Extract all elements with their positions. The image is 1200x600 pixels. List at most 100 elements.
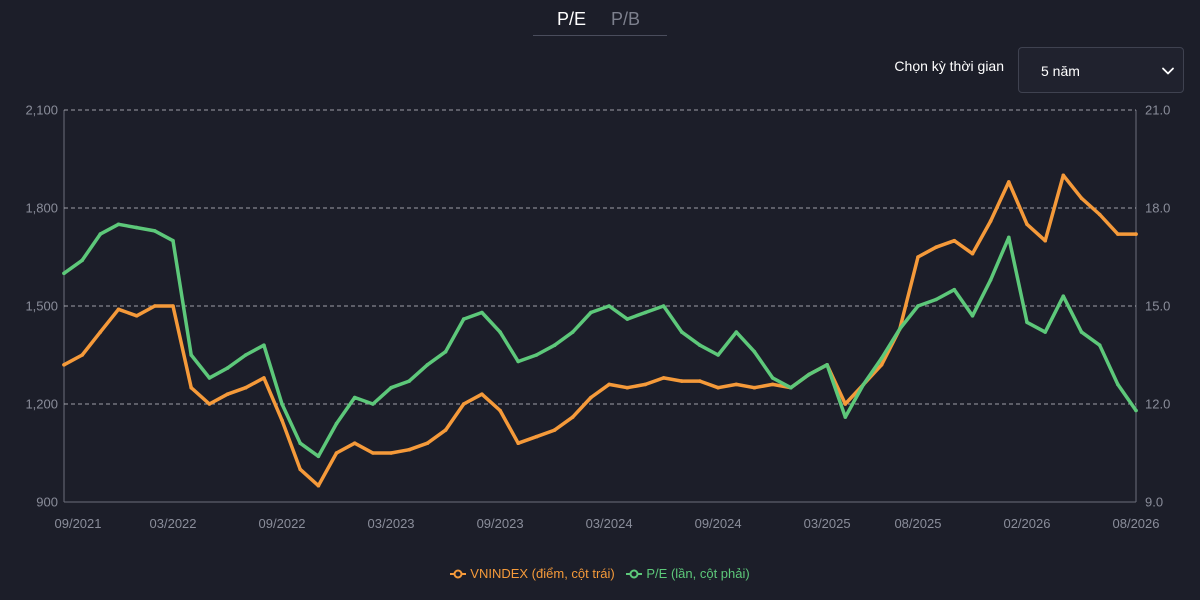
period-label: Chọn kỳ thời gian (894, 58, 1004, 74)
left-axis-tick-label: 1,800 (25, 201, 58, 216)
pe-point (371, 402, 375, 406)
pe-point (407, 379, 412, 383)
vnindex-point (334, 451, 339, 455)
pe-point (589, 310, 593, 315)
pe-point (153, 229, 157, 233)
vnindex-point (734, 382, 739, 387)
vnindex-point (1043, 238, 1047, 243)
pe-point (861, 382, 866, 387)
vnindex-point (461, 402, 466, 406)
vnindex-point (1116, 232, 1120, 236)
right-axis-tick-label: 18.0 (1145, 201, 1170, 216)
pe-point (898, 327, 902, 331)
right-axis-tick-label: 12.0 (1145, 397, 1170, 412)
x-axis-tick-label: 09/2023 (477, 516, 524, 531)
pe-point (262, 343, 266, 348)
vnindex-point (934, 245, 938, 249)
pe-point (389, 385, 393, 390)
pe-point (1007, 235, 1011, 240)
x-axis-tick-label: 08/2026 (1113, 516, 1160, 531)
vnindex-point (352, 441, 357, 446)
vnindex-point (171, 304, 175, 308)
pe-point (770, 376, 775, 380)
x-axis-tick-label: 09/2022 (259, 516, 306, 531)
vnindex-point (98, 330, 103, 334)
vnindex-point (570, 415, 575, 419)
legend-line-marker-icon (626, 569, 643, 578)
vnindex-point (407, 447, 412, 452)
pe-point (1079, 330, 1084, 334)
pe-point (1025, 320, 1029, 325)
vnindex-point (425, 441, 430, 446)
right-axis-tick-label: 9.0 (1145, 495, 1163, 510)
pe-point (62, 271, 66, 276)
vnindex-point (607, 382, 611, 387)
right-axis-tick-label: 21.0 (1145, 103, 1170, 118)
pe-point (607, 304, 611, 308)
vnindex-point (1025, 222, 1029, 227)
vnindex-point (516, 441, 520, 446)
right-axis-tick-label: 15.0 (1145, 299, 1170, 314)
series-line-pe (62, 222, 1138, 459)
x-axis-tick-label: 02/2026 (1003, 516, 1050, 531)
vnindex-point (189, 385, 193, 390)
vnindex-point (988, 219, 993, 223)
chevron-down-icon (1162, 67, 1174, 75)
pe-point (98, 232, 103, 236)
pe-point (643, 310, 648, 315)
pe-point (789, 385, 793, 390)
period-select[interactable]: 5 năm (1018, 47, 1184, 93)
tab-pe[interactable]: P/E (557, 9, 587, 29)
pe-point (716, 353, 720, 357)
legend-item-pe[interactable]: P/E (lần, cột phải) (626, 566, 750, 581)
vnindex-point (443, 428, 448, 432)
vnindex-point (153, 304, 157, 308)
pe-point (552, 343, 557, 348)
pe-point (625, 317, 630, 321)
vnindex-point (116, 307, 121, 312)
pe-point (298, 441, 303, 446)
vnindex-point (1061, 173, 1066, 178)
vnindex-point (770, 382, 775, 387)
legend-item-vnindex[interactable]: VNINDEX (điểm, cột trái) (450, 566, 615, 581)
pe-point (480, 310, 484, 315)
vnindex-point (280, 418, 284, 423)
vnindex-point (243, 385, 248, 390)
vnindex-point (534, 434, 539, 439)
pe-point (189, 353, 193, 357)
pe-point (988, 278, 993, 282)
vnindex-point (207, 402, 212, 406)
pe-point (952, 287, 957, 292)
pe-point (207, 376, 212, 380)
pe-point (516, 359, 520, 364)
vnindex-point (498, 408, 502, 413)
pe-point (734, 330, 739, 334)
pe-point (243, 353, 248, 357)
vnindex-point (552, 428, 557, 432)
x-axis-tick-label: 03/2022 (150, 516, 197, 531)
pe-point (879, 356, 884, 361)
left-axis-tick-label: 1,500 (25, 299, 58, 314)
pe-point (498, 330, 502, 334)
pe-point (116, 222, 121, 227)
pe-point (334, 421, 339, 426)
vnindex-point (262, 376, 266, 380)
pe-point (352, 395, 357, 400)
pe-point (698, 343, 702, 348)
x-axis-tick-label: 03/2025 (804, 516, 851, 531)
pe-point (134, 225, 139, 230)
x-axis-tick-label: 09/2024 (695, 516, 742, 531)
vnindex-point (389, 451, 393, 455)
vnindex-point (661, 376, 666, 380)
x-axis-tick-label: 03/2023 (368, 516, 415, 531)
vnindex-point (843, 402, 848, 406)
pe-point (443, 349, 448, 354)
vnindex-point (716, 385, 720, 390)
tab-pb[interactable]: P/B (611, 9, 641, 29)
series-line-vnindex (62, 173, 1138, 488)
pe-point (171, 238, 175, 243)
x-axis-tick-label: 09/2021 (55, 516, 102, 531)
left-axis-tick-label: 1,200 (25, 397, 58, 412)
vnindex-point (316, 483, 321, 488)
